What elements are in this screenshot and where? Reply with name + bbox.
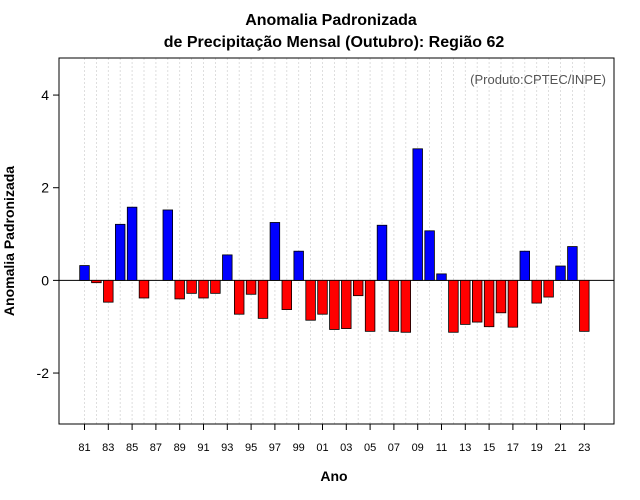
bar-1990 [186,279,197,294]
x-tick-label: 19 [531,442,543,454]
x-tick-label: 15 [483,442,495,454]
bar-1993 [222,254,233,281]
y-axis-label: Anomalia Padronizada [1,166,17,316]
chart-title-line1: Anomalia Padronizada [245,12,417,29]
bar-1985 [126,206,138,281]
x-tick-label: 13 [459,442,471,454]
x-tick-label: 01 [316,442,328,454]
plot-frame [58,57,615,425]
bar-1983 [103,279,114,303]
bar-1998 [281,279,293,310]
x-tick-label: 21 [554,442,566,454]
y-tick-label: 2 [41,180,49,196]
bar-1996 [257,279,269,319]
x-axis-label: Ano [320,468,347,484]
x-tick-label: 99 [293,442,305,454]
bar-2012 [448,279,459,333]
x-tick-label: 17 [507,442,519,454]
bar-1995 [245,279,257,295]
x-tick-label: 05 [364,442,376,454]
y-tick-label: 0 [41,272,49,288]
bar-2010 [424,230,435,281]
bar-2002 [329,279,340,330]
bar-1989 [174,279,185,300]
bar-2003 [341,279,352,329]
y-tick-label: -2 [37,365,50,381]
chart-title-line2: de Precipitação Mensal (Outubro): Região… [164,34,505,51]
x-tick-label: 93 [221,442,233,454]
x-tick-label: 11 [436,442,447,454]
x-tick-label: 85 [126,442,138,454]
bar-2020 [543,279,554,298]
bar-1984 [115,223,126,281]
bar-2007 [388,279,400,332]
bar-2001 [317,279,328,315]
x-tick-label: 83 [102,442,114,454]
bar-1999 [293,250,304,281]
bar-2011 [436,273,447,281]
x-tick-label: 03 [340,442,352,454]
x-tick-label: 91 [197,442,209,454]
bar-2005 [364,279,376,332]
bar-1982 [91,279,102,284]
grid [84,58,585,424]
x-tick-label: 87 [150,442,162,454]
bar-1994 [233,279,245,315]
bar-2009 [412,148,423,281]
x-tick-label: 95 [245,442,257,454]
bar-2015 [483,279,495,328]
x-tick-label: 23 [578,442,590,454]
bars-group [79,148,590,333]
credit-label: (Produto:CPTEC/INPE) [470,72,606,87]
bar-2017 [507,279,519,328]
x-tick-label: 81 [78,442,90,454]
bar-2021 [555,265,566,281]
x-tick-label: 07 [388,442,400,454]
bar-2004 [352,279,364,297]
x-tick-label: 97 [269,442,281,454]
bar-1991 [198,279,209,299]
bar-2000 [305,279,316,321]
y-tick-label: 4 [41,87,49,103]
bar-2013 [460,279,471,325]
bar-2018 [519,250,531,281]
x-axis: 81 83 85 87 89 91 93 95 97 99 01 03 05 07 09 11 13 15 17 19… [78,424,590,454]
bar-1981 [79,265,90,281]
x-tick-label: 89 [174,442,186,454]
bar-2006 [376,224,388,281]
bar-2008 [400,279,412,333]
bar-1997 [269,222,281,281]
bar-1988 [162,209,174,281]
bar-2023 [579,279,590,332]
bar-2022 [567,246,578,281]
bar-1992 [210,279,221,294]
bar-2019 [531,279,542,304]
bar-2014 [471,279,483,323]
x-tick-label: 09 [412,442,424,454]
bar-2016 [495,279,507,314]
y-axis: -2 0 2 4 [37,87,59,381]
bar-1986 [138,279,150,299]
